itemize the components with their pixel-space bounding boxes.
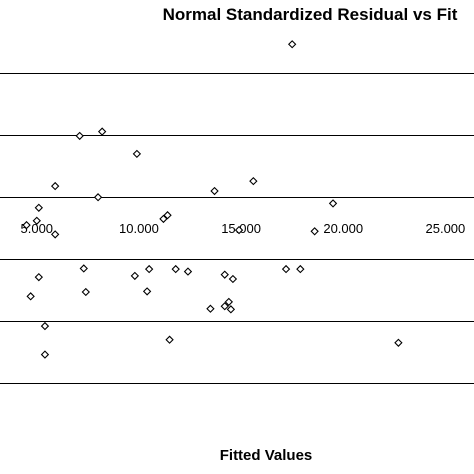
data-point (22, 220, 31, 230)
x-tick-label: 20.000 (323, 221, 363, 236)
data-point (132, 149, 142, 159)
data-point (81, 287, 90, 297)
data-point (40, 321, 50, 331)
chart-title: Normal Standardized Residual vs Fit (163, 5, 458, 24)
data-point (210, 186, 219, 196)
data-point (228, 274, 238, 284)
data-point (34, 272, 43, 282)
data-point (310, 227, 319, 236)
data-point (142, 287, 152, 296)
data-point (220, 270, 229, 279)
data-point (79, 264, 88, 273)
x-tick-label: 10.000 (119, 221, 159, 236)
data-point (144, 264, 154, 274)
data-point (40, 350, 50, 359)
data-point (50, 181, 60, 191)
data-point (32, 216, 41, 225)
data-point (328, 199, 338, 208)
data-point (234, 225, 244, 235)
data-point (220, 302, 229, 311)
data-point (281, 264, 291, 274)
data-point (249, 176, 258, 186)
data-point (97, 127, 107, 136)
x-axis-label: Fitted Values (220, 447, 313, 464)
data-point (171, 264, 180, 274)
data-point (206, 304, 215, 313)
data-point (159, 214, 168, 224)
data-point (93, 193, 103, 202)
data-point (165, 335, 174, 344)
data-point (296, 264, 305, 274)
data-point (183, 267, 193, 276)
data-point (130, 271, 140, 281)
data-point (163, 211, 172, 220)
data-point (287, 40, 297, 49)
data-point (226, 305, 236, 314)
data-point (26, 292, 35, 301)
data-point (50, 230, 60, 239)
data-point (34, 203, 43, 212)
data-points (22, 40, 403, 359)
x-tick-label: 25.000 (426, 221, 466, 236)
data-point (224, 297, 234, 307)
data-point (394, 338, 403, 347)
data-point (75, 131, 84, 141)
